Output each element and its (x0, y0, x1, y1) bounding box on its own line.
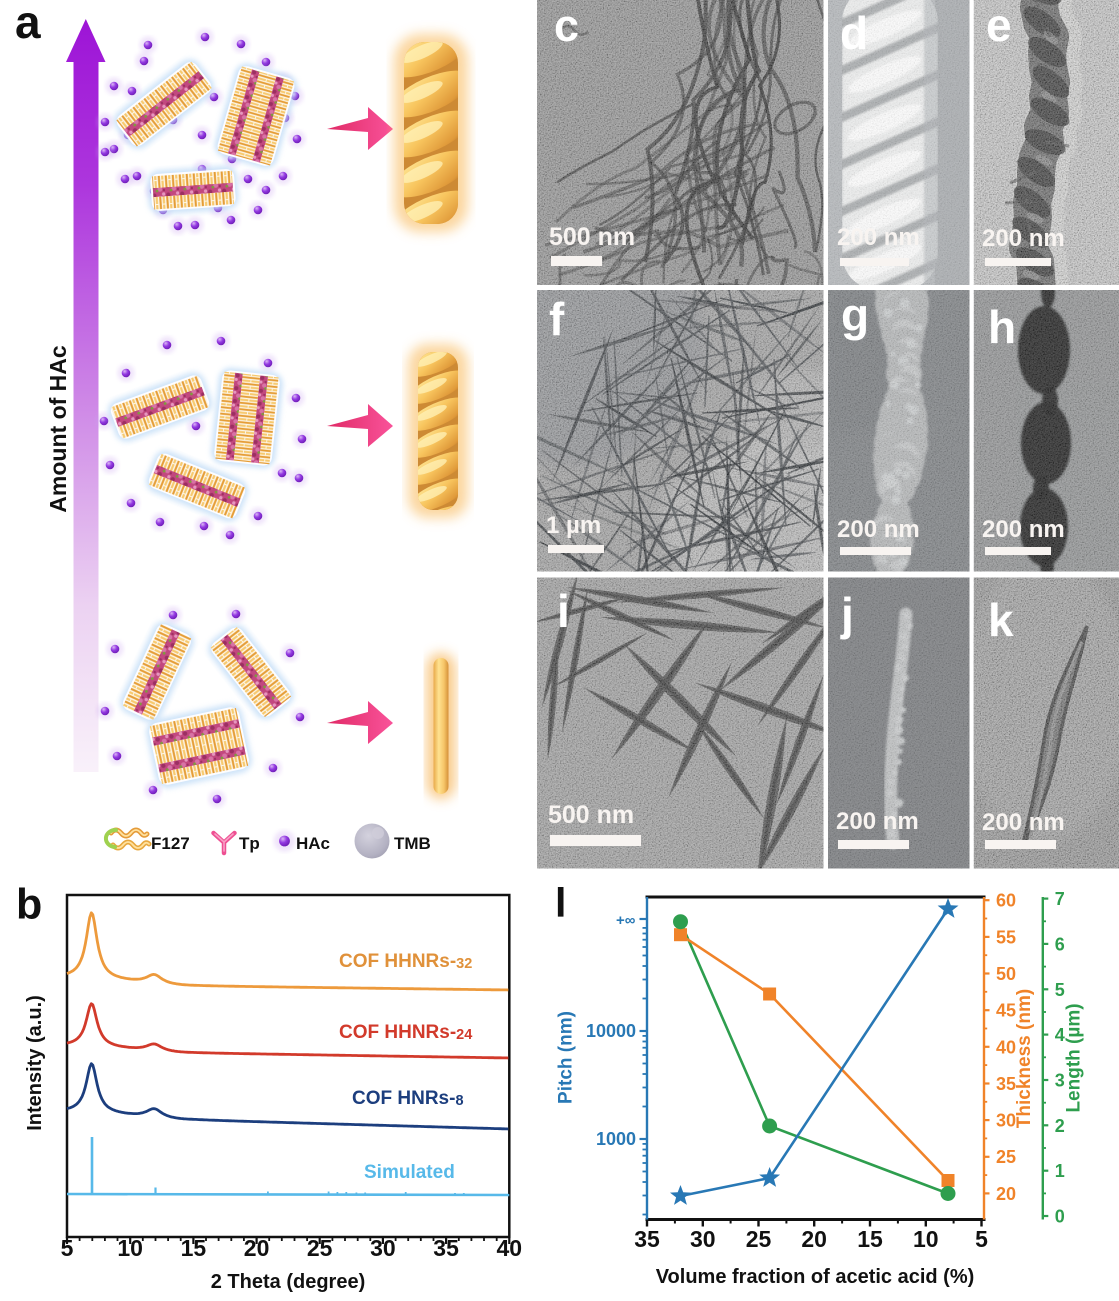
svg-text:60: 60 (996, 891, 1016, 911)
svg-text:HAc: HAc (296, 834, 330, 853)
svg-text:2: 2 (1055, 1116, 1065, 1136)
svg-text:200 nm: 200 nm (837, 224, 920, 251)
svg-text:COF HHNRs-24: COF HHNRs-24 (339, 1022, 472, 1043)
svg-text:30: 30 (690, 1226, 716, 1252)
svg-text:35: 35 (996, 1074, 1016, 1094)
svg-text:6: 6 (1055, 934, 1065, 954)
svg-text:b: b (16, 881, 42, 929)
svg-text:40: 40 (996, 1037, 1016, 1057)
svg-text:15: 15 (857, 1226, 883, 1252)
svg-text:TMB: TMB (394, 834, 431, 853)
svg-text:45: 45 (996, 1001, 1016, 1021)
svg-text:Length (µm): Length (µm) (1063, 1003, 1084, 1112)
svg-text:5: 5 (975, 1226, 988, 1252)
svg-text:Amount of HAc: Amount of HAc (45, 345, 71, 513)
svg-text:+∞: +∞ (616, 912, 636, 929)
svg-text:3: 3 (1055, 1071, 1065, 1091)
svg-text:10000: 10000 (586, 1021, 636, 1041)
svg-text:500 nm: 500 nm (548, 801, 634, 829)
svg-text:200 nm: 200 nm (982, 225, 1065, 252)
svg-text:Tp: Tp (239, 834, 260, 853)
svg-text:Volume fraction of acetic acid: Volume fraction of acetic acid (%) (656, 1266, 975, 1288)
svg-text:25: 25 (746, 1226, 772, 1252)
svg-text:2 Theta (degree): 2 Theta (degree) (211, 1271, 365, 1293)
svg-text:200 nm: 200 nm (837, 516, 920, 543)
svg-text:25: 25 (307, 1235, 333, 1261)
svg-text:200 nm: 200 nm (982, 809, 1065, 836)
svg-text:Intensity (a.u.): Intensity (a.u.) (24, 995, 46, 1131)
svg-text:25: 25 (996, 1147, 1016, 1167)
svg-text:5: 5 (1055, 980, 1065, 1000)
svg-text:Pitch (nm): Pitch (nm) (556, 1011, 577, 1104)
svg-text:200 nm: 200 nm (836, 808, 919, 835)
svg-text:5: 5 (61, 1235, 74, 1261)
svg-text:a: a (15, 0, 41, 48)
svg-text:10: 10 (913, 1226, 939, 1252)
svg-text:40: 40 (497, 1235, 523, 1261)
svg-text:20: 20 (801, 1226, 827, 1252)
svg-text:1000: 1000 (596, 1129, 636, 1149)
svg-text:COF HHNRs-32: COF HHNRs-32 (339, 951, 472, 972)
svg-text:COF HNRs-8: COF HNRs-8 (352, 1088, 464, 1109)
svg-text:f: f (549, 293, 565, 345)
svg-text:55: 55 (996, 927, 1016, 947)
svg-text:35: 35 (634, 1226, 660, 1252)
svg-text:20: 20 (244, 1235, 270, 1261)
svg-text:0: 0 (1055, 1207, 1065, 1227)
svg-text:d: d (840, 7, 868, 59)
svg-text:4: 4 (1055, 1025, 1065, 1045)
svg-text:e: e (986, 0, 1012, 51)
svg-text:k: k (988, 594, 1014, 646)
svg-text:35: 35 (433, 1235, 459, 1261)
svg-text:g: g (841, 289, 869, 341)
svg-text:l: l (555, 880, 566, 926)
svg-text:i: i (557, 585, 570, 637)
svg-text:Simulated: Simulated (364, 1162, 455, 1183)
svg-text:F127: F127 (151, 834, 190, 853)
svg-text:c: c (554, 0, 579, 51)
svg-text:500 nm: 500 nm (549, 223, 635, 251)
svg-text:30: 30 (996, 1111, 1016, 1131)
svg-text:200 nm: 200 nm (982, 516, 1065, 543)
svg-text:1: 1 (1055, 1161, 1065, 1181)
svg-text:7: 7 (1055, 889, 1065, 909)
svg-text:50: 50 (996, 964, 1016, 984)
svg-text:Thickness (nm): Thickness (nm) (1014, 989, 1035, 1128)
svg-text:20: 20 (996, 1184, 1016, 1204)
svg-text:1 µm: 1 µm (546, 512, 601, 539)
svg-text:j: j (840, 588, 854, 640)
svg-text:15: 15 (181, 1235, 207, 1261)
svg-text:10: 10 (117, 1235, 143, 1261)
svg-text:h: h (988, 301, 1016, 353)
svg-text:30: 30 (370, 1235, 396, 1261)
